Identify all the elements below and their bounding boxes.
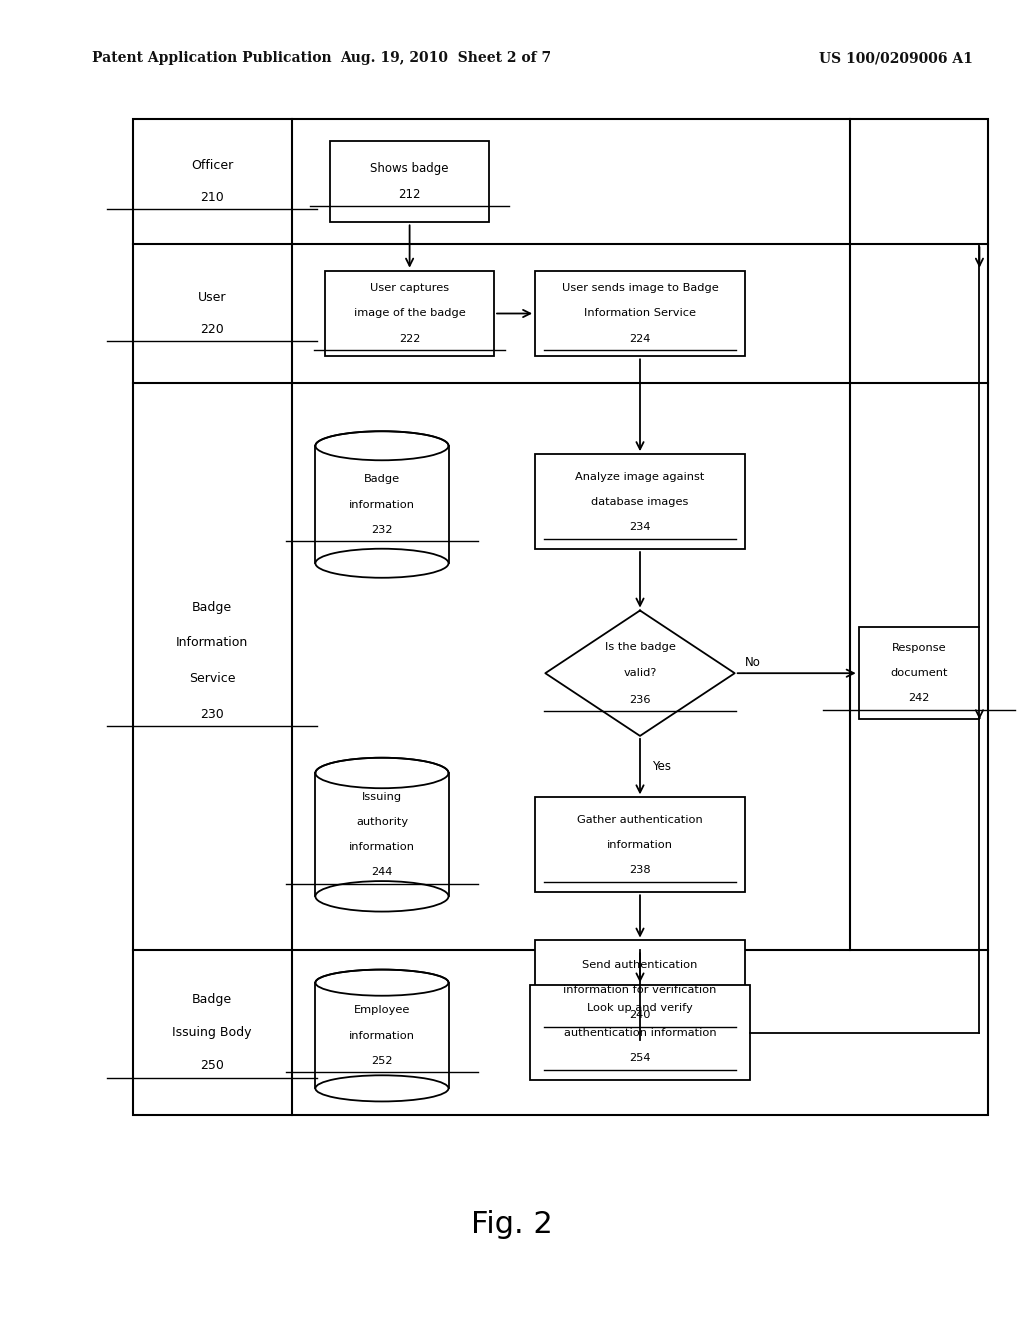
- Ellipse shape: [315, 1076, 449, 1101]
- Text: 212: 212: [398, 187, 421, 201]
- Text: Issuing Body: Issuing Body: [172, 1027, 252, 1039]
- FancyBboxPatch shape: [535, 797, 744, 892]
- Text: 238: 238: [629, 865, 651, 875]
- Text: image of the badge: image of the badge: [353, 309, 466, 318]
- Text: authentication information: authentication information: [563, 1028, 717, 1038]
- Text: Yes: Yes: [652, 760, 672, 774]
- FancyBboxPatch shape: [315, 774, 449, 896]
- Text: 234: 234: [630, 521, 650, 532]
- Text: User sends image to Badge: User sends image to Badge: [561, 284, 719, 293]
- Text: 232: 232: [372, 524, 392, 535]
- Text: User: User: [198, 292, 226, 304]
- Text: Service: Service: [188, 672, 236, 685]
- Text: document: document: [890, 668, 948, 678]
- Text: Badge: Badge: [191, 601, 232, 614]
- Text: Shows badge: Shows badge: [371, 162, 449, 176]
- Text: 220: 220: [200, 323, 224, 335]
- Text: 240: 240: [630, 1010, 650, 1020]
- Text: Look up and verify: Look up and verify: [587, 1003, 693, 1012]
- Text: authority: authority: [356, 817, 408, 828]
- FancyBboxPatch shape: [535, 271, 744, 356]
- Text: Response: Response: [892, 643, 946, 653]
- Text: US 100/0209006 A1: US 100/0209006 A1: [819, 51, 973, 65]
- Ellipse shape: [315, 758, 449, 788]
- Text: User captures: User captures: [370, 284, 450, 293]
- FancyBboxPatch shape: [330, 141, 489, 223]
- Text: Officer: Officer: [190, 160, 233, 172]
- Text: 244: 244: [372, 867, 392, 878]
- FancyBboxPatch shape: [530, 985, 750, 1080]
- Text: Employee: Employee: [353, 1006, 411, 1015]
- Text: Information: Information: [176, 636, 248, 649]
- FancyBboxPatch shape: [535, 940, 744, 1039]
- Ellipse shape: [315, 880, 449, 912]
- Text: Aug. 19, 2010  Sheet 2 of 7: Aug. 19, 2010 Sheet 2 of 7: [340, 51, 551, 65]
- Ellipse shape: [315, 432, 449, 461]
- FancyBboxPatch shape: [535, 454, 744, 549]
- Text: 254: 254: [630, 1053, 650, 1063]
- Text: 236: 236: [630, 694, 650, 705]
- Text: Gather authentication: Gather authentication: [578, 814, 702, 825]
- Text: database images: database images: [591, 496, 689, 507]
- FancyBboxPatch shape: [315, 982, 449, 1089]
- Text: 250: 250: [200, 1060, 224, 1072]
- Text: 230: 230: [200, 708, 224, 721]
- Text: Analyze image against: Analyze image against: [575, 471, 705, 482]
- Text: Badge: Badge: [191, 994, 232, 1006]
- Text: valid?: valid?: [624, 668, 656, 678]
- FancyBboxPatch shape: [858, 627, 979, 719]
- Text: Badge: Badge: [364, 474, 400, 484]
- Text: Issuing: Issuing: [361, 792, 402, 803]
- Text: information for verification: information for verification: [563, 985, 717, 995]
- FancyBboxPatch shape: [315, 446, 449, 564]
- FancyBboxPatch shape: [133, 119, 988, 1115]
- Text: information: information: [349, 1031, 415, 1040]
- FancyBboxPatch shape: [326, 271, 495, 356]
- Text: information: information: [349, 499, 415, 510]
- Text: 222: 222: [399, 334, 420, 343]
- Text: information: information: [607, 840, 673, 850]
- Ellipse shape: [315, 970, 449, 995]
- Polygon shape: [545, 610, 735, 735]
- Text: Information Service: Information Service: [584, 309, 696, 318]
- Ellipse shape: [315, 549, 449, 578]
- Text: 252: 252: [372, 1056, 392, 1065]
- Text: Patent Application Publication: Patent Application Publication: [92, 51, 332, 65]
- Text: 224: 224: [630, 334, 650, 343]
- Text: Is the badge: Is the badge: [604, 642, 676, 652]
- Text: 210: 210: [200, 191, 224, 203]
- Text: Fig. 2: Fig. 2: [471, 1210, 553, 1239]
- Text: Send authentication: Send authentication: [583, 960, 697, 970]
- Text: information: information: [349, 842, 415, 853]
- Text: No: No: [745, 656, 761, 669]
- Text: 242: 242: [908, 693, 930, 704]
